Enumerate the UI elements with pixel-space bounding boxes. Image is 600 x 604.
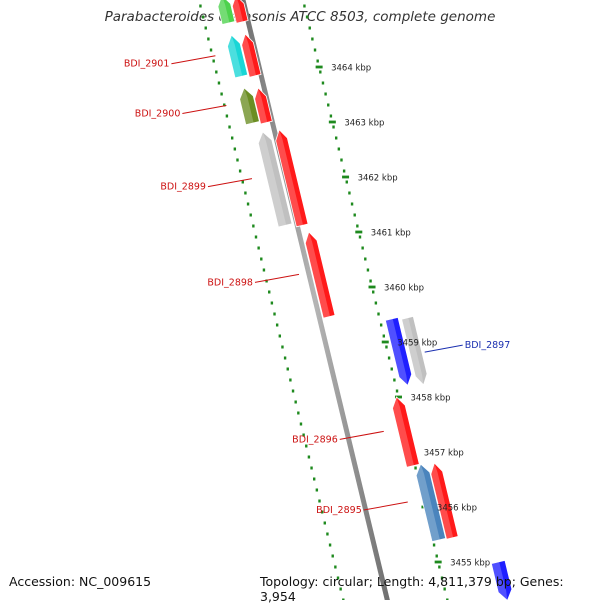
gene-label[interactable]: BDI_2898 [207,277,253,288]
gene-label[interactable]: BDI_2900 [135,109,181,120]
tick-label: 3458 kbp [410,394,450,404]
map-title: Parabacteroides distasonis ATCC 8503, co… [104,9,496,25]
tick-label: 3461 kbp [371,229,411,239]
label-leader-line [182,105,227,114]
gene-feature[interactable] [401,315,430,386]
gene-feature[interactable] [273,128,309,228]
inner-tick-track [199,4,345,600]
tick-label: 3459 kbp [397,339,437,349]
major-tick [434,560,442,564]
tick-label: 3457 kbp [424,449,464,459]
major-tick [394,395,402,399]
gene-bdi-2896[interactable] [390,395,420,468]
label-leader-line [363,501,408,511]
major-tick [315,65,323,69]
major-tick [355,230,363,234]
gene-bdi-2898[interactable] [303,231,336,319]
gene-label[interactable]: BDI_2897 [465,340,511,351]
gene-bdi-2897[interactable] [384,316,414,387]
genome-backbone-line [240,0,390,600]
gene-feature[interactable] [216,0,236,26]
major-tick [368,285,376,289]
tick-label: 3455 kbp [450,559,490,569]
gene-bdi-2901[interactable] [225,34,249,79]
tick-label: 3460 kbp [384,284,424,294]
gene-bdi-2895[interactable] [414,462,447,543]
tick-label: 3463 kbp [344,119,384,129]
tick-label: 3456 kbp [437,504,477,514]
label-leader-line [254,273,300,283]
tick-label: 3462 kbp [358,174,398,184]
gene-feature[interactable] [239,33,262,78]
label-leader-line [171,55,216,65]
gene-label[interactable]: BDI_2895 [316,505,362,516]
major-tick [342,175,350,179]
accession-text: Accession: NC_009615 [9,574,152,589]
gene-bdi-2900[interactable] [237,86,260,126]
gene-label[interactable]: BDI_2901 [124,59,170,70]
gene-bdi-2899[interactable] [256,130,293,228]
gene-label[interactable]: BDI_2896 [292,434,338,445]
gene-feature[interactable] [230,0,249,24]
label-leader-line [339,430,384,440]
gene-feature[interactable] [490,559,514,600]
gene-label[interactable]: BDI_2899 [160,182,206,193]
label-leader-line [207,178,253,188]
gene-feature[interactable] [429,462,459,540]
tick-label: 3464 kbp [331,64,371,74]
gene-feature[interactable] [252,86,273,125]
label-leader-line [424,344,463,353]
major-tick [381,340,389,344]
major-tick [328,120,336,124]
